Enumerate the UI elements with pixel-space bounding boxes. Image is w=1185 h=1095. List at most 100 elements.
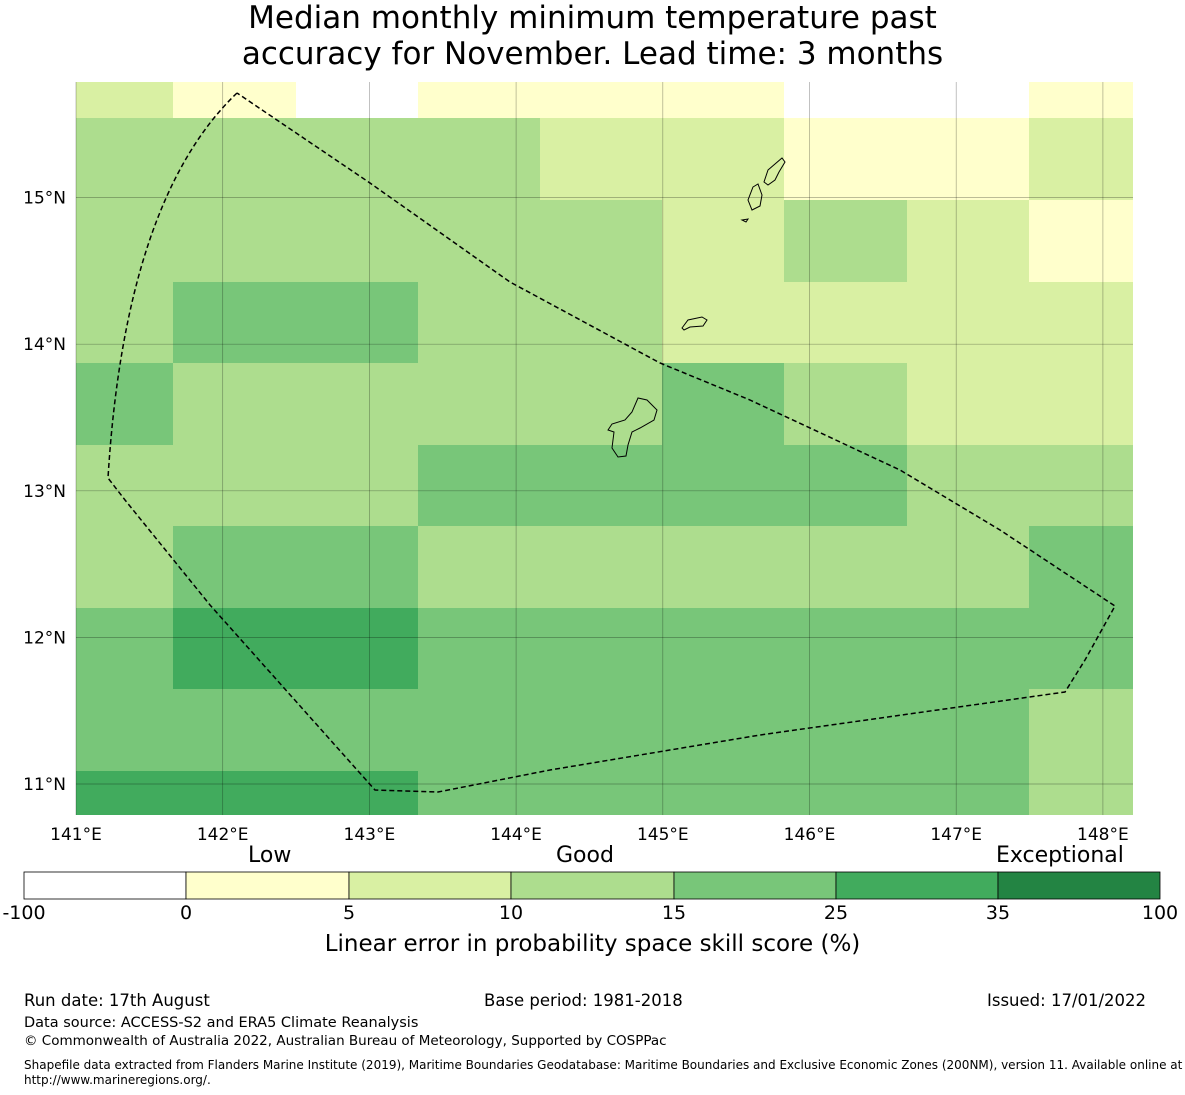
skill-cell <box>418 689 540 771</box>
skill-cell <box>418 445 540 526</box>
shapefile-note: Shapefile data extracted from Flanders M… <box>24 1058 1183 1087</box>
skill-cell <box>76 282 173 363</box>
islands <box>607 157 786 458</box>
skill-cell <box>540 608 662 689</box>
island-guam <box>607 397 658 458</box>
colorbar-tick: 25 <box>823 902 849 924</box>
colorbar-segment <box>835 871 999 900</box>
skill-cell <box>907 771 1029 815</box>
skill-cell <box>662 363 784 445</box>
skill-cell <box>1029 771 1133 815</box>
island-saipan <box>763 157 786 186</box>
skill-cell <box>173 771 296 815</box>
skill-cell <box>418 82 540 118</box>
colorbar-tick: 0 <box>179 902 193 924</box>
skill-cell <box>540 118 662 200</box>
skill-cell <box>540 82 662 118</box>
colorbar-segment <box>510 871 675 900</box>
skill-cell <box>1029 82 1133 118</box>
skill-cell <box>540 771 662 815</box>
skill-cell <box>296 771 418 815</box>
skill-cell <box>784 363 907 445</box>
skill-cell <box>662 200 784 282</box>
skill-cell <box>173 82 296 118</box>
skill-cell <box>173 608 296 689</box>
y-tick-label: 11°N <box>23 775 66 795</box>
skill-cell <box>418 363 540 445</box>
colorbar-segment <box>185 871 350 900</box>
skill-cell <box>907 118 1029 200</box>
skill-cell <box>1029 445 1133 526</box>
y-tick-label: 13°N <box>23 482 66 502</box>
skill-cell <box>418 282 540 363</box>
skill-cell <box>907 689 1029 771</box>
skill-cell <box>418 526 540 608</box>
skill-cell <box>76 771 173 815</box>
y-tick-label: 15°N <box>23 189 66 209</box>
y-tick-label: 14°N <box>23 335 66 355</box>
skill-cell <box>540 200 662 282</box>
colorbar-segment <box>997 871 1161 900</box>
skill-cell <box>907 445 1029 526</box>
skill-cell <box>173 363 296 445</box>
skill-cell <box>173 118 296 200</box>
skill-cell <box>296 445 418 526</box>
skill-cell <box>540 363 662 445</box>
issued-date: Issued: 17/01/2022 <box>987 991 1147 1010</box>
colorbar-segment <box>673 871 837 900</box>
skill-cell <box>662 526 784 608</box>
skill-cell <box>1029 282 1133 363</box>
skill-cell <box>662 282 784 363</box>
skill-cell <box>76 526 173 608</box>
skill-cell <box>662 118 784 200</box>
skill-cell <box>907 200 1029 282</box>
skill-cell <box>540 445 662 526</box>
skill-cell <box>784 200 907 282</box>
x-tick-label: 144°E <box>490 825 542 845</box>
skill-cell <box>662 82 784 118</box>
skill-grid <box>76 82 1133 815</box>
category-exceptional: Exceptional <box>996 843 1124 868</box>
colorbar-tick: 35 <box>985 902 1011 924</box>
skill-cell <box>76 363 173 445</box>
skill-cell <box>907 608 1029 689</box>
graticule <box>75 82 1133 815</box>
island-rota <box>681 316 708 331</box>
data-source: Data source: ACCESS-S2 and ERA5 Climate … <box>24 1015 419 1031</box>
x-tick-label: 148°E <box>1077 825 1129 845</box>
colorbar-tick: 100 <box>1141 902 1179 924</box>
skill-cell <box>1029 118 1133 200</box>
skill-cell <box>540 526 662 608</box>
skill-cell <box>296 282 418 363</box>
skill-cell <box>907 526 1029 608</box>
skill-cell <box>76 200 173 282</box>
skill-cell <box>418 200 540 282</box>
category-low: Low <box>248 843 292 868</box>
skill-cell <box>296 526 418 608</box>
x-tick-label: 145°E <box>637 825 689 845</box>
skill-cell <box>784 689 907 771</box>
x-tick-label: 141°E <box>50 825 102 845</box>
category-good: Good <box>556 843 614 868</box>
title-line-1: Median monthly minimum temperature past <box>248 0 937 36</box>
skill-cell <box>662 608 784 689</box>
skill-cell <box>76 445 173 526</box>
x-tick-label: 147°E <box>930 825 982 845</box>
eez-boundary <box>107 92 1116 793</box>
skill-cell <box>1029 689 1133 771</box>
skill-cell <box>784 445 907 526</box>
skill-cell <box>662 445 784 526</box>
base-period: Base period: 1981-2018 <box>484 991 683 1010</box>
skill-cell <box>1029 363 1133 445</box>
run-date: Run date: 17th August <box>24 991 210 1010</box>
skill-cell <box>173 526 296 608</box>
skill-cell <box>296 608 418 689</box>
colorbar-segment <box>348 871 512 900</box>
skill-cell <box>418 771 540 815</box>
skill-cell <box>173 200 296 282</box>
skill-cell <box>418 608 540 689</box>
skill-cell <box>76 118 173 200</box>
skill-cell <box>296 82 418 118</box>
skill-cell <box>1029 200 1133 282</box>
island-tinian <box>747 183 763 211</box>
